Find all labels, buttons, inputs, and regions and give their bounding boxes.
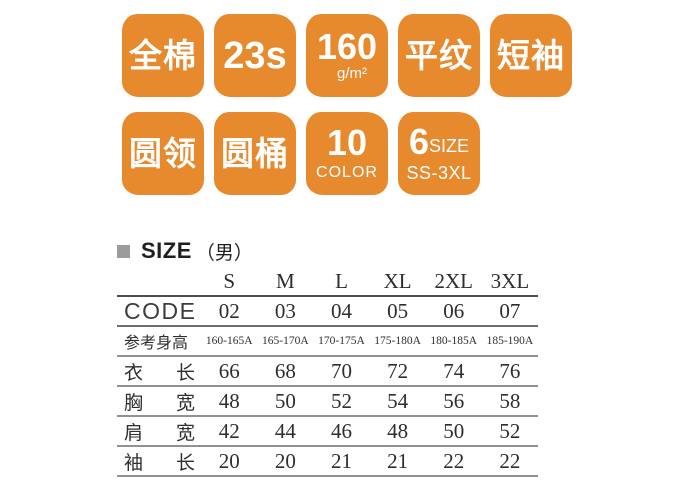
table-cell: 66 [218,358,240,383]
table-cell: 50 [443,418,465,443]
table-cell: 02 [218,298,240,323]
badge-color-count-unit: COLOR [316,163,378,181]
table-cell: 180-185A [430,335,478,347]
table-cell: 06 [443,298,465,323]
table-cell: 52 [331,388,352,413]
badge-color-count: 10 COLOR [306,112,388,195]
table-cell: 175-180A [374,335,421,347]
badge-body: 圆桶 [214,112,296,195]
table-cell: 185-190A [486,335,534,347]
square-bullet-icon [117,244,130,258]
badge-cotton: 全棉 [122,14,204,97]
column-header-s: S [223,268,236,293]
size-section-heading: SIZE （男） [117,238,253,264]
badge-fabric-weight-value: 160 [316,26,378,68]
row-label: CODE [124,297,197,324]
badge-cotton-label: 全棉 [129,37,197,74]
attribute-badges-row-2: 圆领 圆桶 10 COLOR 6 SIZE SS-3XL [122,112,480,195]
table-cell: 54 [387,388,409,413]
table-cell: 20 [218,448,240,473]
table-cell: 20 [274,448,296,473]
table-cell: 70 [331,358,352,383]
table-cell: 22 [443,448,465,473]
size-section-title: SIZE [141,238,192,263]
badge-yarn-count: 23s [214,14,296,97]
badge-weave: 平纹 [398,14,480,97]
table-row-reference-height: 参考身高 160-165A 165-170A 170-175A 175-180A… [117,326,538,356]
badge-fabric-weight-unit: g/m² [337,64,367,82]
badge-size-count: 6 [408,121,429,163]
badge-fabric-weight: 160 g/m² [306,14,388,97]
badge-collar: 圆领 [122,112,204,195]
column-header-3xl: 3XL [490,268,530,293]
table-cell: 68 [274,358,296,383]
table-cell: 52 [499,418,521,443]
table-cell: 58 [499,388,521,413]
table-cell: 165-170A [262,335,309,347]
table-cell: 56 [443,388,465,413]
attribute-badges-row-1: 全棉 23s 160 g/m² 平纹 短袖 [122,14,572,97]
table-cell: 21 [387,448,409,473]
table-cell: 22 [499,448,521,473]
size-table-header-row: S M L XL 2XL 3XL [117,267,538,296]
badge-size-range: 6 SIZE SS-3XL [398,112,480,195]
row-label: 肩 宽 [124,422,203,444]
column-header-l: L [335,268,348,293]
table-row-chest-width: 胸 宽 48 50 52 54 56 58 [117,386,538,416]
table-cell: 05 [387,298,409,323]
table-cell: 44 [274,418,296,443]
table-cell: 50 [274,388,296,413]
table-cell: 170-175A [318,335,365,347]
badge-weave-label: 平纹 [405,37,473,74]
size-section-gender: （男） [195,242,253,264]
badge-size-span: SS-3XL [406,162,472,183]
badge-collar-label: 圆领 [129,135,197,172]
size-table: S M L XL 2XL 3XL CODE 02 03 04 05 06 07 … [117,267,538,477]
badge-size-word: SIZE [429,135,470,156]
table-cell: 72 [387,358,409,383]
row-label: 胸 宽 [124,392,203,414]
table-cell: 21 [331,448,352,473]
table-cell: 07 [499,298,521,323]
table-cell: 48 [387,418,409,443]
row-label: 参考身高 [124,335,189,352]
size-table-corner-cell [117,267,201,296]
column-header-xl: XL [383,268,412,293]
table-cell: 74 [443,358,465,383]
table-cell: 42 [218,418,240,443]
table-row-shoulder-width: 肩 宽 42 44 46 48 50 52 [117,416,538,446]
column-header-2xl: 2XL [434,268,474,293]
column-header-m: M [276,268,295,293]
badge-color-count-value: 10 [326,122,368,164]
badge-yarn-count-label: 23s [223,34,287,77]
table-cell: 76 [499,358,521,383]
badge-sleeve: 短袖 [490,14,572,97]
badge-size-range-top: 6 SIZE [408,121,470,163]
row-label: 衣 长 [124,362,203,384]
table-row-sleeve-length: 袖 长 20 20 21 21 22 22 [117,446,538,476]
badge-sleeve-label: 短袖 [497,37,565,74]
table-cell: 04 [331,298,352,323]
table-cell: 46 [331,418,352,443]
table-cell: 48 [218,388,240,413]
badge-body-label: 圆桶 [221,135,289,172]
table-row-garment-length: 衣 长 66 68 70 72 74 76 [117,356,538,386]
table-cell: 160-165A [205,335,253,347]
table-row-code: CODE 02 03 04 05 06 07 [117,296,538,326]
row-label: 袖 长 [124,452,203,474]
table-cell: 03 [274,298,296,323]
